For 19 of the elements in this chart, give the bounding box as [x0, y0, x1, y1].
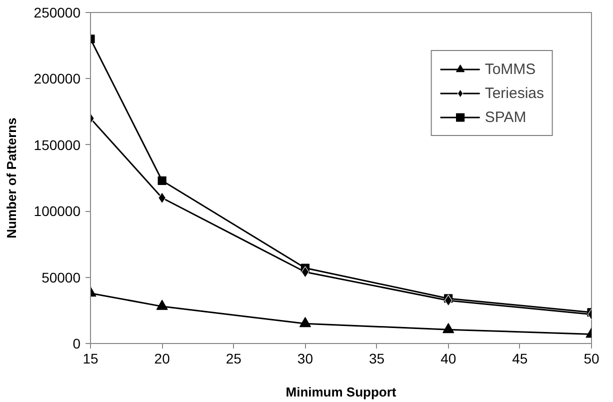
- legend-label: SPAM: [484, 108, 526, 126]
- y-tick-label: 200000: [34, 70, 81, 87]
- y-tick-label: 150000: [34, 136, 81, 153]
- x-axis-title: Minimum Support: [286, 384, 397, 400]
- y-tick-label: 50000: [42, 269, 81, 286]
- x-tick-label: 45: [512, 350, 528, 366]
- y-tick-label: 0: [72, 336, 81, 352]
- y-axis-title: Number of Patterns: [4, 118, 19, 238]
- x-tick-label: 40: [440, 350, 456, 366]
- x-tick-label: 15: [82, 350, 98, 366]
- x-tick-label: 25: [226, 350, 242, 366]
- y-tick-label: 100000: [34, 203, 81, 220]
- x-tick-label: 30: [297, 350, 314, 366]
- x-tick-label: 50: [584, 350, 600, 366]
- legend-label: ToMMS: [484, 60, 536, 78]
- legend-label: Teriesias: [484, 84, 544, 102]
- x-tick-label: 35: [369, 350, 385, 366]
- y-tick-label: 250000: [34, 4, 81, 20]
- x-tick-label: 20: [154, 350, 170, 366]
